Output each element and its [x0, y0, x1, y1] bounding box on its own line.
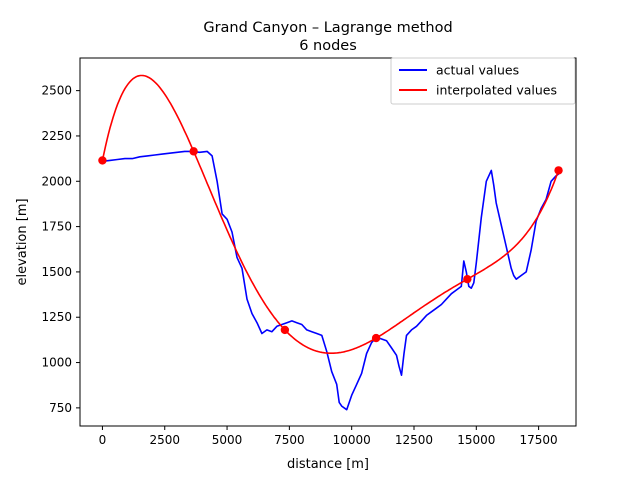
x-tick-label: 5000 [212, 433, 243, 447]
x-tick-label: 7500 [274, 433, 305, 447]
chart-title: Grand Canyon – Lagrange method [203, 20, 452, 36]
legend: actual values interpolated values [390, 57, 576, 105]
series-line-actual [102, 150, 560, 411]
x-tick-label: 12500 [395, 433, 433, 447]
interpolation-node [189, 147, 198, 156]
y-axis-label: elevation [m] [15, 198, 30, 285]
x-tick-label: 17500 [520, 433, 558, 447]
legend-label-actual: actual values [436, 63, 519, 78]
interpolation-node [280, 325, 290, 335]
y-tick-label: 1000 [41, 356, 72, 370]
interpolation-node [463, 274, 472, 284]
y-tick-label: 2000 [41, 174, 72, 188]
legend-label-interpolated: interpolated values [436, 83, 557, 98]
chart-subtitle: 6 nodes [299, 38, 357, 54]
y-tick-label: 1500 [41, 265, 72, 279]
y-tick-label: 1750 [41, 220, 72, 234]
series-line-interpolated [101, 74, 560, 355]
x-axis-label: distance [m] [287, 457, 369, 472]
interpolation-node [554, 166, 563, 175]
x-tick-label: 10000 [333, 433, 371, 447]
interpolation-node [98, 156, 107, 165]
x-tick-label: 15000 [457, 433, 495, 447]
y-tick-label: 750 [49, 401, 72, 415]
interpolation-node [371, 333, 381, 343]
legend-box [390, 57, 576, 105]
y-tick-label: 2500 [41, 84, 72, 98]
y-tick-label: 1250 [41, 310, 72, 324]
plot-frame [79, 57, 577, 427]
x-tick-label: 2500 [149, 433, 180, 447]
x-tick-label: 0 [99, 433, 107, 447]
y-tick-label: 2250 [41, 129, 72, 143]
